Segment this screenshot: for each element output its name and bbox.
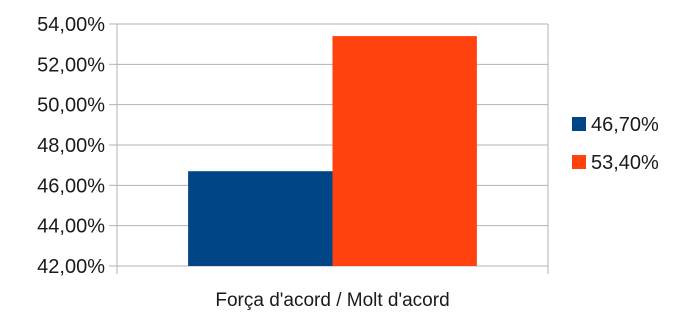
x-tick-label: Força d'acord / Molt d'acord bbox=[215, 290, 449, 311]
legend-swatch bbox=[572, 155, 586, 169]
y-tick-labels: 42,00% 44,00% 46,00% 48,00% 50,00% 52,00% 54,0… bbox=[37, 14, 105, 278]
x-tick-labels: Força d'acord / Molt d'acord bbox=[215, 290, 449, 311]
legend-swatch bbox=[572, 117, 586, 131]
legend-label: 53,40% bbox=[591, 152, 659, 174]
bar bbox=[332, 36, 477, 266]
y-tick-label: 48,00% bbox=[37, 135, 105, 157]
legend-label: 46,70% bbox=[591, 114, 659, 136]
y-tick-label: 46,00% bbox=[37, 175, 105, 197]
y-tick-label: 42,00% bbox=[37, 256, 105, 278]
y-tick-label: 52,00% bbox=[37, 54, 105, 76]
legend: 46,70% 53,40% bbox=[572, 114, 659, 174]
bar bbox=[188, 171, 333, 266]
bars bbox=[188, 36, 477, 266]
axes bbox=[109, 23, 549, 274]
y-tick-label: 50,00% bbox=[37, 95, 105, 117]
y-tick-label: 44,00% bbox=[37, 216, 105, 238]
y-tick-label: 54,00% bbox=[37, 14, 105, 36]
